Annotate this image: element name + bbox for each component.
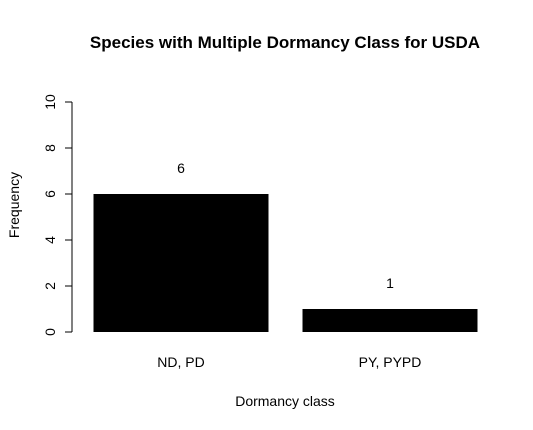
bars [93,194,478,332]
bar-data-label: 6 [177,160,185,176]
bar [93,194,269,332]
bar [302,309,478,332]
y-axis-label: Frequency [6,172,22,238]
y-tick-label: 4 [42,236,58,244]
x-category-label: PY, PYPD [359,354,422,370]
y-tick-label: 2 [42,282,58,290]
y-tick-label: 10 [42,94,58,110]
x-axis-label: Dormancy class [235,393,335,409]
x-category-label: ND, PD [157,354,204,370]
data-labels: 61 [177,160,394,291]
y-tick-label: 6 [42,190,58,198]
y-tick-label: 0 [42,328,58,336]
y-axis: 0 2 4 6 8 10 [42,94,73,336]
y-tick-label: 8 [42,144,58,152]
bar-data-label: 1 [386,275,394,291]
category-labels: ND, PD PY, PYPD [157,354,421,370]
chart-title: Species with Multiple Dormancy Class for… [90,33,480,52]
